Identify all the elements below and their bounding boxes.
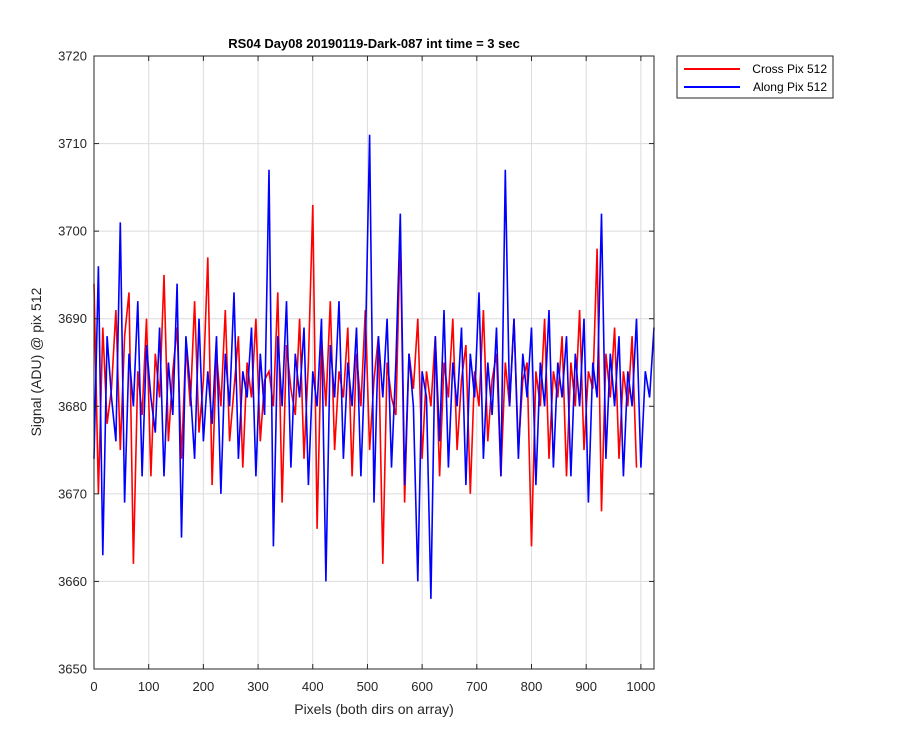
series-layer — [93, 134, 655, 599]
y-tick-label: 3680 — [58, 399, 87, 414]
y-tick-label: 3670 — [58, 486, 87, 501]
legend-label-along-pix: Along Pix 512 — [753, 80, 827, 94]
y-tick-label: 3720 — [58, 49, 87, 64]
x-tick-label: 400 — [302, 679, 324, 694]
y-tick-label: 3690 — [58, 311, 87, 326]
legend: Cross Pix 512 Along Pix 512 — [676, 55, 834, 99]
y-tick-label: 3650 — [58, 662, 87, 677]
plot-area-frame — [93, 55, 655, 670]
x-tick-label: 500 — [357, 679, 379, 694]
x-tick-label: 0 — [90, 679, 97, 694]
legend-box — [676, 55, 834, 99]
x-tick-label: 900 — [575, 679, 597, 694]
y-tick-label: 3700 — [58, 224, 87, 239]
y-tick-label: 3660 — [58, 574, 87, 589]
legend-label-cross-pix: Cross Pix 512 — [752, 62, 827, 76]
chart-title: RS04 Day08 20190119-Dark-087 int time = … — [228, 36, 520, 51]
x-tick-label: 1000 — [626, 679, 655, 694]
ticks-layer: 0 100 200 300 400 500 600 700 800 900 1000 3650 3660… — [58, 49, 655, 695]
series-line-along-pix-512 — [93, 134, 655, 599]
x-tick-label: 700 — [466, 679, 488, 694]
x-axis-title: Pixels (both dirs on array) — [294, 701, 454, 717]
x-tick-label: 300 — [247, 679, 269, 694]
x-tick-label: 600 — [411, 679, 433, 694]
x-tick-label: 100 — [138, 679, 160, 694]
x-tick-label: 800 — [521, 679, 543, 694]
x-tick-label: 200 — [193, 679, 215, 694]
y-axis-title: Signal (ADU) @ pix 512 — [28, 287, 44, 436]
y-tick-label: 3710 — [58, 136, 87, 151]
